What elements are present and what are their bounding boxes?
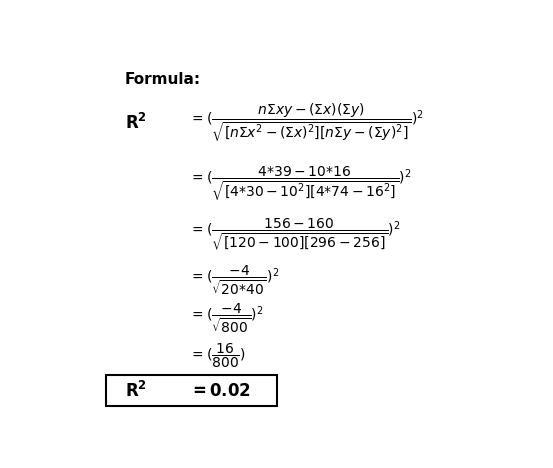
- Text: $\mathbf{R^2}$: $\mathbf{R^2}$: [125, 113, 147, 133]
- Text: $= (\dfrac{-4}{\sqrt{800}})^2$: $= (\dfrac{-4}{\sqrt{800}})^2$: [189, 302, 264, 335]
- Text: $= (\dfrac{16}{800})$: $= (\dfrac{16}{800})$: [189, 342, 246, 370]
- Text: $=(\dfrac{n\Sigma xy-(\Sigma x)(\Sigma y)}{\sqrt{[n\Sigma x^2-(\Sigma x)^2][n\Si: $=(\dfrac{n\Sigma xy-(\Sigma x)(\Sigma y…: [189, 102, 424, 144]
- Text: Formula:: Formula:: [125, 72, 201, 87]
- Text: $\mathbf{= 0.02}$: $\mathbf{= 0.02}$: [189, 381, 251, 400]
- Text: $= (\dfrac{-4}{\sqrt{20{*}40}})^2$: $= (\dfrac{-4}{\sqrt{20{*}40}})^2$: [189, 263, 280, 297]
- Text: $= (\dfrac{4{*}39-10{*}16}{\sqrt{[4{*}30-10^2][4{*}74-16^2]}})^2$: $= (\dfrac{4{*}39-10{*}16}{\sqrt{[4{*}30…: [189, 165, 411, 203]
- Text: $= (\dfrac{156-160}{\sqrt{[120-100][296-256]}})^2$: $= (\dfrac{156-160}{\sqrt{[120-100][296-…: [189, 217, 401, 252]
- Text: $\mathbf{R^2}$: $\mathbf{R^2}$: [125, 380, 147, 401]
- Bar: [106, 375, 277, 406]
